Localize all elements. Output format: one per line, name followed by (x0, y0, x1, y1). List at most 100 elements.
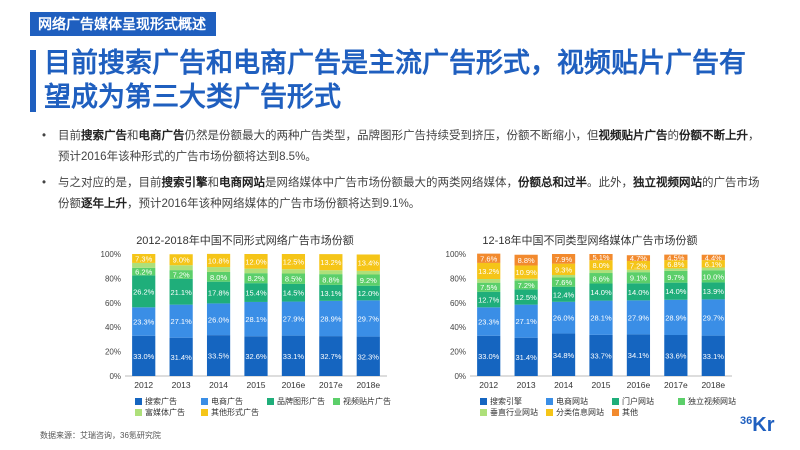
legend-item: 搜索广告 (135, 396, 177, 407)
bar-segment (664, 335, 688, 376)
bullet-dot: • (42, 130, 47, 142)
data-label: 7.2% (173, 270, 190, 279)
bullet-list: • 目前搜索广告和电商广告仍然是份额最大的两种广告类型，品牌图形广告持续受到挤压… (40, 126, 760, 220)
bullet-text: 目前 (58, 130, 81, 142)
legend-label: 电商网站 (556, 397, 588, 406)
bar-segment (626, 300, 651, 335)
data-label: 6.2% (135, 268, 152, 277)
data-label: 9.7% (667, 273, 684, 282)
bullet-text: ，预计2016年该种形式的广告市场份额将达到8.5%。 (58, 130, 760, 163)
y-tick-label: 100% (446, 250, 466, 259)
bar-segment (664, 299, 688, 336)
data-label: 7.3% (135, 254, 152, 263)
data-label: 33.0% (133, 352, 155, 361)
bar-segment (169, 265, 193, 271)
bar-segment (244, 301, 268, 337)
data-label: 7.9% (555, 255, 572, 264)
data-label: 5.1% (592, 253, 609, 262)
bullet-emphasis: 电商广告 (138, 130, 185, 142)
y-tick-label: 60% (105, 299, 121, 308)
data-label: 14.0% (590, 288, 612, 297)
data-label: 7.5% (480, 283, 497, 292)
data-label: 8.6% (592, 274, 609, 283)
x-tick-label: 2012 (134, 380, 153, 390)
bar-segment (319, 254, 343, 271)
bar-segment (514, 254, 538, 266)
y-tick-label: 20% (105, 348, 121, 357)
bar-segment (281, 335, 306, 376)
section-tag: 网络广告媒体呈现形式概述 (30, 12, 216, 36)
chart-ad-forms: 2012-2018年中国不同形式网络广告市场份额 0% 20% 40% 60% 80% 1… (95, 232, 395, 422)
bar-segment (206, 303, 231, 336)
data-label: 7.6% (480, 254, 497, 263)
data-label: 34.8% (553, 351, 575, 360)
bar-segment (356, 270, 380, 275)
bar-segment (477, 335, 501, 376)
legend-item: 独立视频网站 (678, 396, 736, 407)
bar-segment (551, 333, 576, 376)
bar-segment (551, 254, 576, 264)
legend-item: 垂直行业网站 (480, 407, 538, 418)
bar-segment (626, 283, 651, 301)
legend-swatch (612, 409, 619, 416)
bar-segment (244, 268, 268, 274)
data-label: 26.0% (553, 314, 575, 323)
x-tick-label: 2015 (247, 380, 266, 390)
legend-swatch (135, 409, 142, 416)
bullet-text: ，预计2016年该种网络媒体的广告市场份额将达到9.1%。 (127, 198, 421, 210)
bullet-text: 。此外， (587, 177, 633, 189)
bullet-item: • 与之对应的是，目前搜索引擎和电商网站是网络媒体中广告市场份额最大的两类网络媒… (40, 173, 760, 215)
bullet-emphasis: 份额不断上升 (679, 130, 748, 142)
bar-segment (281, 254, 306, 270)
bar-segment (589, 254, 613, 261)
bar-segment (701, 282, 725, 300)
bar-segment (281, 269, 306, 274)
legend-label: 其他 (622, 408, 638, 417)
bullet-emphasis: 份额总和过半 (518, 177, 587, 189)
bar-segment (169, 304, 193, 338)
data-label: 33.6% (665, 352, 687, 361)
x-tick-label: 2016e (282, 380, 306, 390)
bar-segment (701, 270, 725, 283)
bar-segment (206, 281, 231, 304)
data-label: 33.0% (478, 352, 500, 361)
data-label: 12.4% (553, 290, 575, 299)
data-label: 27.9% (628, 313, 650, 322)
data-label: 32.3% (358, 352, 380, 361)
bar-segment (701, 335, 725, 376)
logo-number: 36 (740, 415, 753, 427)
y-tick-label: 0% (109, 372, 121, 381)
data-source: 数据来源：艾瑞咨询，36氪研究院 (40, 431, 161, 440)
bar-segment (477, 307, 501, 336)
legend-item: 品牌图形广告 (267, 396, 325, 407)
bullet-text: 的 (667, 130, 680, 142)
data-label: 13.2% (320, 258, 342, 267)
legend-label: 搜索广告 (145, 397, 177, 406)
x-tick-label: 2014 (209, 380, 228, 390)
legend-item: 门户网站 (612, 396, 654, 407)
data-label: 29.7% (703, 314, 725, 323)
legend-item: 搜索引擎 (480, 396, 522, 407)
legend-swatch (333, 398, 340, 405)
data-label: 8.5% (285, 275, 302, 284)
legend-item: 电商网站 (546, 396, 588, 407)
bar-segment (477, 253, 501, 263)
bar-segment (281, 283, 306, 302)
bullet-dot: • (42, 177, 47, 189)
legend-label: 品牌图形广告 (277, 397, 325, 406)
title-accent-bar (30, 50, 36, 112)
bullet-text: 是网络媒体中广告市场份额最大的两类网络媒体， (265, 177, 518, 189)
data-label: 10.0% (703, 272, 725, 281)
legend-label: 搜索引擎 (490, 397, 522, 406)
legend-swatch (546, 409, 553, 416)
data-label: 26.0% (208, 315, 230, 324)
bar-segment (664, 254, 688, 261)
data-label: 9.3% (555, 265, 572, 274)
bar-segment (664, 260, 688, 269)
legend-swatch (267, 398, 274, 405)
chart-legend: 搜索广告 电商广告 品牌图形广告 视频贴片广告 富媒体广告 其他形式广告 (135, 396, 395, 422)
data-label: 28.9% (665, 313, 687, 322)
data-label: 7.2% (518, 281, 535, 290)
bar-segment (356, 336, 380, 376)
bar-segment (664, 268, 688, 271)
